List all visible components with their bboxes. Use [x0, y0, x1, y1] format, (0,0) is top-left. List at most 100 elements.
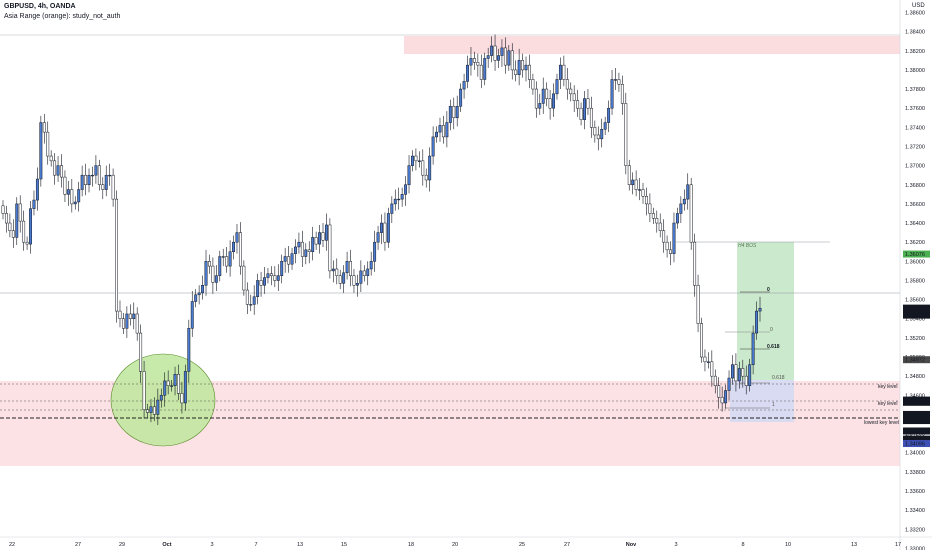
candle	[665, 241, 669, 251]
y-tick-label: 1.33800	[905, 470, 925, 476]
candle	[459, 88, 463, 107]
y-tick-label: 1.36200	[905, 240, 925, 246]
candle	[46, 131, 50, 157]
x-tick-label: 27	[75, 542, 81, 548]
candle	[1, 205, 5, 214]
x-tick-label: 3	[210, 542, 213, 548]
candle	[314, 237, 318, 245]
candle	[397, 198, 401, 201]
candle	[431, 136, 435, 157]
candle	[593, 127, 597, 136]
candle	[462, 81, 466, 90]
candle	[35, 178, 39, 201]
candle	[73, 201, 77, 205]
y-tick-label: 1.37200	[905, 144, 925, 150]
supply-zone	[404, 36, 900, 54]
candle	[717, 385, 721, 398]
x-tick-label: 7	[254, 542, 257, 548]
candle	[221, 256, 225, 258]
candle	[407, 165, 411, 186]
candle	[376, 232, 380, 243]
price-label-text: 1.34527	[905, 400, 925, 406]
candle	[380, 222, 383, 233]
candle	[142, 371, 146, 410]
candle	[548, 98, 552, 109]
price-label-bg	[903, 435, 930, 443]
candle	[32, 199, 36, 209]
candle	[177, 373, 180, 394]
candle	[669, 249, 672, 254]
candle	[287, 256, 291, 265]
candle	[638, 189, 642, 191]
candle	[500, 47, 504, 56]
y-tick-label: 1.33400	[905, 508, 925, 514]
candle	[610, 79, 614, 109]
y-tick-label: 1.33600	[905, 489, 925, 495]
candle	[400, 194, 404, 200]
candle	[359, 270, 363, 284]
price-label-bg	[903, 304, 930, 319]
candle	[700, 323, 703, 358]
price-label-bg	[903, 427, 930, 435]
candle	[624, 103, 628, 166]
y-tick-label: 1.33000	[905, 546, 925, 550]
y-tick-label: 1.35800	[905, 278, 925, 284]
candle	[228, 251, 232, 267]
candle	[514, 69, 518, 75]
candle	[218, 256, 222, 276]
candle	[414, 155, 418, 162]
candle	[490, 45, 494, 56]
currency-label: USD	[912, 3, 925, 9]
candle	[276, 275, 280, 281]
candle	[156, 399, 160, 415]
y-tick-label: 1.36800	[905, 183, 925, 189]
candle	[703, 356, 707, 363]
candle	[352, 275, 356, 286]
price-label-text: 1.34227	[905, 429, 925, 435]
candle	[146, 409, 149, 413]
candle	[445, 122, 449, 138]
candle	[586, 98, 590, 109]
candle	[751, 332, 755, 365]
candle	[180, 393, 184, 404]
candle	[517, 60, 521, 75]
candle	[600, 129, 604, 140]
candle	[49, 155, 53, 162]
candle	[641, 189, 645, 197]
candle	[77, 189, 81, 203]
candle	[486, 55, 490, 59]
candle	[579, 107, 583, 120]
candle	[342, 272, 346, 284]
candle	[211, 265, 215, 283]
long-profit-zone	[737, 242, 794, 380]
candle	[266, 273, 270, 278]
x-tick-label: 17	[895, 542, 901, 548]
y-tick-label: 1.37600	[905, 106, 925, 112]
candle	[194, 294, 198, 302]
candle	[173, 373, 177, 386]
candle	[280, 261, 284, 276]
x-tick-label: 10	[785, 542, 791, 548]
candle	[479, 64, 483, 80]
candle	[104, 174, 108, 190]
candle	[710, 361, 714, 377]
candle	[225, 256, 229, 267]
candle	[362, 270, 366, 276]
price-label-bg	[903, 410, 930, 418]
price-label-text: 1.35511	[905, 306, 924, 312]
candle	[541, 88, 545, 104]
candle	[149, 406, 153, 413]
candle	[135, 313, 139, 334]
candle	[435, 131, 439, 138]
candle	[528, 64, 531, 80]
candle	[18, 203, 22, 222]
candle	[483, 58, 487, 80]
y-tick-label: 1.33200	[905, 527, 925, 533]
candle	[238, 232, 242, 267]
y-tick-label: 1.38000	[905, 68, 925, 74]
candle	[720, 396, 724, 404]
lowest-key-level-annotation: lowest key level	[864, 420, 899, 426]
candle	[311, 237, 315, 253]
candle	[589, 107, 593, 128]
